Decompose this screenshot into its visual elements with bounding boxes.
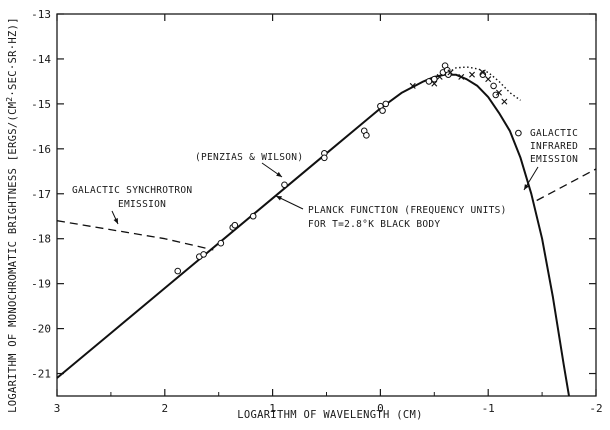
axis-tick-labels: 3 2 1 0 -1 -2 -13 -14 -15 -16 -17 -18 -19 -20 -21 [31, 8, 603, 415]
circle-point [249, 212, 257, 220]
x-point [458, 73, 465, 80]
y-tick-label: -16 [31, 143, 51, 156]
x-point-stroke [431, 80, 438, 87]
y-tick-label: -20 [31, 323, 51, 336]
x-tick-label: -2 [589, 402, 602, 415]
series-planck-curve [56, 73, 570, 397]
circle-point [382, 100, 390, 108]
circle-point [379, 107, 386, 114]
y-axis-label-main: LOGARITHM OF MONOCHROMATIC BRIGHTNESS [7, 161, 19, 413]
x-tick-label: 0 [377, 402, 384, 415]
annotation-ir-line3: EMISSION [530, 154, 578, 165]
circle-point [200, 251, 207, 258]
y-tick-label: -19 [31, 278, 51, 291]
y-tick-label: -18 [31, 233, 51, 246]
x-point [436, 73, 443, 80]
x-point [485, 76, 492, 83]
x-point-stroke [447, 69, 454, 76]
circle-point [281, 181, 288, 189]
x-tick-label: 1 [269, 402, 276, 415]
y-axis-label: LOGARITHM OF MONOCHROMATIC BRIGHTNESS [E… [5, 17, 19, 413]
y-axis-label-unit-rest: ·SEC·SR·HZ)] [7, 17, 19, 96]
data-markers [174, 62, 522, 275]
x-point-stroke [458, 73, 465, 80]
y-tick-label: -14 [31, 53, 51, 66]
series-galactic-synchrotron-dashed [56, 220, 214, 251]
x-point-stroke [469, 71, 476, 78]
axis-ticks [56, 13, 597, 396]
y-tick-label: -13 [31, 8, 51, 21]
x-point-stroke [501, 98, 508, 105]
annotation-ir-line1: GALACTIC [530, 128, 578, 139]
y-tick-label: -17 [31, 188, 51, 201]
x-point [495, 89, 502, 96]
x-point [501, 98, 508, 105]
series-lines [56, 66, 597, 397]
planck-leader-head [276, 196, 282, 201]
x-point [479, 69, 486, 76]
annotation-penzias: (PENZIAS & WILSON) [195, 152, 303, 163]
x-axis-label: LOGARITHM OF WAVELENGTH (CM) [237, 409, 422, 421]
circle-point [515, 129, 522, 137]
x-point-stroke [436, 73, 443, 80]
circle-point [217, 239, 225, 247]
circle-point [321, 154, 328, 162]
circle-point [174, 267, 182, 275]
annotation-planck-line1: PLANCK FUNCTION (FREQUENCY UNITS) [308, 205, 507, 216]
x-point-stroke [409, 82, 416, 89]
x-tick-label: -1 [482, 402, 495, 415]
x-point [447, 69, 454, 76]
annotations: (PENZIAS & WILSON) GALACTIC SYNCHROTRON EM… [72, 128, 578, 230]
x-point [409, 82, 416, 89]
circle-point [492, 91, 500, 99]
annotation-ir-line2: INFRARED [530, 141, 578, 152]
x-point-stroke [485, 76, 492, 83]
circle-point [490, 82, 497, 90]
circle-point [425, 78, 433, 85]
x-point-stroke [479, 69, 486, 76]
y-tick-label: -15 [31, 98, 51, 111]
circle-point [363, 132, 370, 139]
annotation-synch-line1: GALACTIC SYNCHROTRON [72, 185, 192, 196]
y-axis-label-unit-sup: 2 [5, 97, 14, 102]
series-galactic-infrared-dashed [536, 168, 597, 202]
series-dotted-measurement [444, 66, 521, 101]
x-point-stroke [495, 89, 502, 96]
x-point [469, 71, 476, 78]
annotation-synch-line2: EMISSION [118, 199, 166, 210]
circle-point [231, 221, 239, 229]
y-tick-label: -21 [31, 368, 51, 381]
synch-leader-head [113, 218, 118, 224]
ir-leader-head [524, 184, 529, 190]
y-axis-label-unit: [ERGS/(CM [7, 102, 19, 162]
annotation-planck-line2: FOR T=2.8°K BLACK BODY [308, 219, 440, 230]
x-tick-label: 3 [54, 402, 61, 415]
x-tick-label: 2 [161, 402, 168, 415]
x-point [431, 80, 438, 87]
penzias-leader-head [276, 171, 282, 177]
